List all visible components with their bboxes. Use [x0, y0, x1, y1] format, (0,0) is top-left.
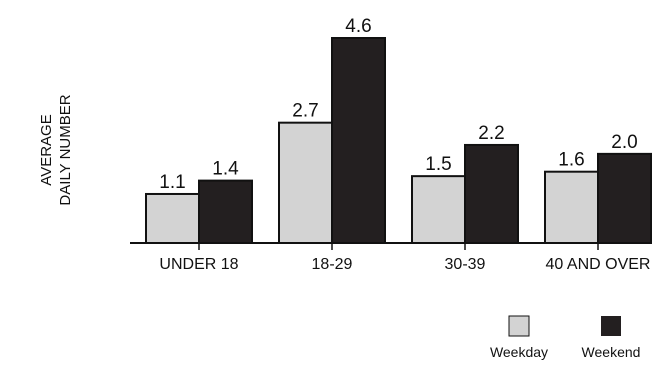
- legend-label-weekend: Weekend: [582, 344, 641, 360]
- data-label-weekend-2: 4.6: [345, 16, 371, 37]
- data-label-weekend-1: 1.4: [212, 159, 239, 180]
- bar-weekend-4: [597, 152, 652, 244]
- bars-group: [145, 37, 652, 245]
- x-tick-labels: UNDER 18 18-29 30-39 40 AND OVER: [159, 243, 650, 273]
- data-labels: 1.1 1.4 2.7 4.6 1.5 2.2 1.6 2.0: [159, 16, 637, 193]
- legend-swatch-weekday: [508, 315, 530, 337]
- bar-weekday-2: [278, 121, 333, 244]
- bar-weekend-2: [331, 37, 386, 244]
- bar-weekday-4: [544, 170, 599, 244]
- bar-weekend-3: [464, 143, 519, 245]
- x-tick-label-1: UNDER 18: [159, 256, 238, 273]
- bar-weekday-3: [411, 175, 466, 244]
- x-tick-label-4: 40 AND OVER: [546, 256, 651, 273]
- data-label-weekend-4: 2.0: [611, 132, 637, 153]
- y-axis-label-line-2: DAILY NUMBER: [57, 94, 74, 205]
- x-tick-label-2: 18-29: [312, 256, 353, 273]
- data-label-weekday-2: 2.7: [292, 101, 318, 122]
- legend-swatch-weekend: [601, 316, 621, 336]
- data-label-weekday-4: 1.6: [558, 150, 584, 171]
- legend-label-weekday: Weekday: [490, 344, 548, 360]
- data-label-weekday-1: 1.1: [159, 172, 185, 193]
- bar-weekend-1: [198, 179, 253, 244]
- x-tick-label-3: 30-39: [445, 256, 486, 273]
- data-label-weekday-3: 1.5: [425, 154, 451, 175]
- data-label-weekend-3: 2.2: [478, 123, 504, 144]
- y-axis-label-line-1: AVERAGE: [38, 114, 55, 185]
- bar-weekday-1: [145, 192, 200, 244]
- y-axis-label: AVERAGE DAILY NUMBER: [38, 94, 74, 205]
- legend: Weekday Weekend: [490, 315, 641, 360]
